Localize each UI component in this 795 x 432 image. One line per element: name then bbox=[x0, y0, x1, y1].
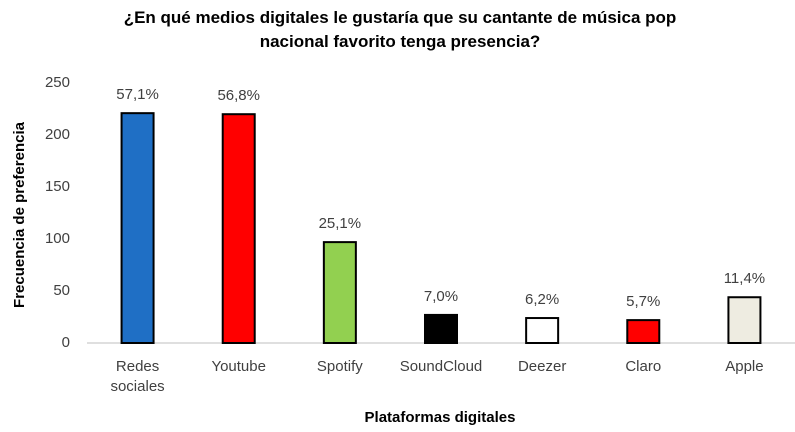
data-label: 5,7% bbox=[626, 293, 660, 310]
chart-title: ¿En qué medios digitales le gustaría que… bbox=[123, 8, 677, 51]
y-tick-label: 100 bbox=[45, 230, 70, 247]
y-tick-label: 150 bbox=[45, 178, 70, 195]
bar bbox=[525, 317, 560, 345]
bar bbox=[221, 113, 256, 344]
bar bbox=[322, 241, 357, 344]
x-tick-label: Redes sociales bbox=[110, 358, 164, 395]
data-label: 57,1% bbox=[116, 86, 159, 103]
x-tick-label: Youtube bbox=[211, 358, 266, 375]
y-tick-label: 50 bbox=[53, 282, 70, 299]
bar bbox=[120, 112, 155, 344]
x-axis-title: Plataformas digitales bbox=[365, 409, 516, 426]
x-tick-label: SoundCloud bbox=[400, 358, 483, 375]
data-label: 25,1% bbox=[319, 215, 362, 232]
x-tick-label: Spotify bbox=[317, 358, 363, 375]
data-label: 56,8% bbox=[217, 87, 260, 104]
y-tick-label: 250 bbox=[45, 74, 70, 91]
bar bbox=[626, 319, 661, 344]
data-label: 7,0% bbox=[424, 288, 458, 305]
data-label: 6,2% bbox=[525, 291, 559, 308]
bar bbox=[727, 296, 762, 344]
bar bbox=[424, 313, 458, 345]
x-tick-label: Deezer bbox=[518, 358, 566, 375]
y-tick-label: 200 bbox=[45, 126, 70, 143]
x-tick-label: Claro bbox=[625, 358, 661, 375]
data-label: 11,4% bbox=[724, 270, 765, 287]
y-tick-label: 0 bbox=[62, 334, 70, 351]
y-axis-title: Frecuencia de preferencia bbox=[11, 121, 28, 308]
x-tick-label: Apple bbox=[725, 358, 763, 375]
